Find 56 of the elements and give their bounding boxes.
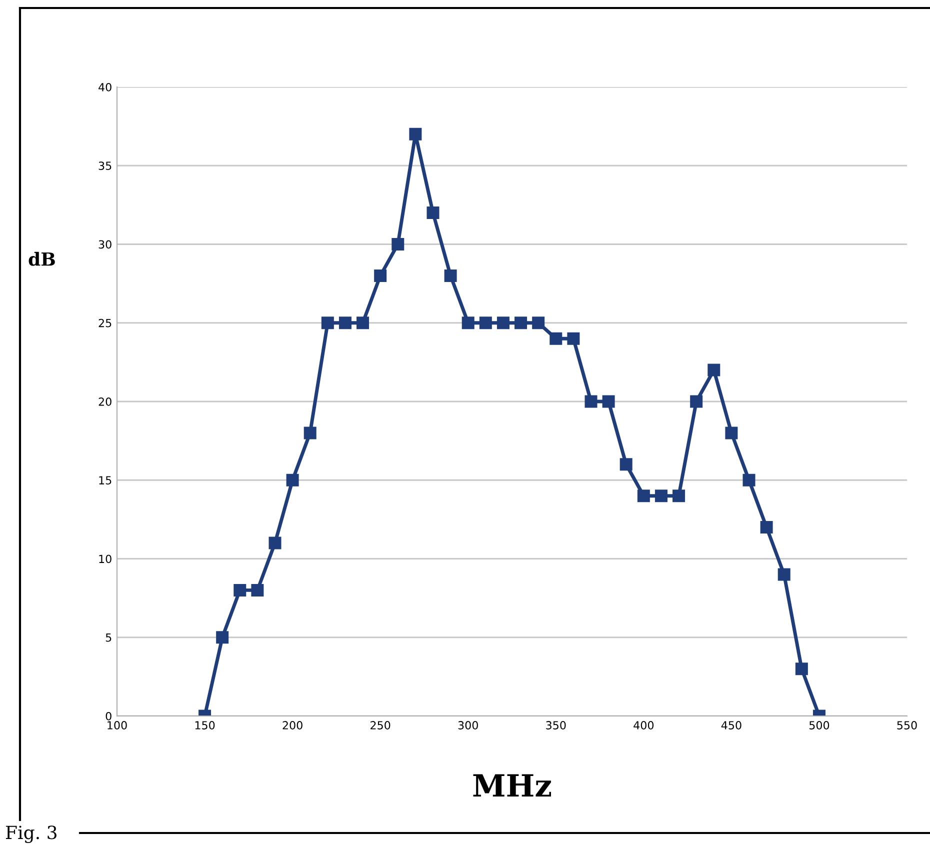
point	[286, 474, 299, 486]
x-tick-label: 450	[721, 721, 742, 730]
point	[321, 316, 334, 330]
point	[479, 316, 492, 330]
point	[251, 584, 264, 596]
caption: Fig. 3	[6, 826, 56, 843]
x-tick-label: 550	[897, 721, 917, 730]
point	[795, 662, 808, 676]
y-axis-title: dB	[28, 252, 55, 266]
y-tick-label: 40	[98, 82, 112, 92]
y-tick-label: 10	[99, 554, 112, 564]
point	[304, 426, 316, 440]
point	[426, 206, 440, 220]
point	[567, 332, 580, 345]
point	[374, 269, 387, 282]
point	[725, 426, 738, 440]
point	[444, 269, 457, 282]
x-axis-title: MHz	[473, 774, 551, 796]
point	[620, 458, 632, 471]
point	[760, 521, 773, 534]
y-tick-label: 0	[106, 712, 112, 720]
point	[742, 474, 756, 486]
x-tick-label: 500	[809, 721, 830, 730]
point	[409, 128, 422, 140]
point	[550, 332, 562, 345]
x-tick-label: 250	[370, 721, 390, 730]
y-tick-label: 20	[98, 397, 112, 406]
point	[690, 395, 703, 408]
point	[778, 568, 790, 581]
x-tick-label: 100	[108, 721, 127, 730]
y-tick-label: 25	[98, 318, 112, 328]
point	[234, 584, 246, 596]
x-tick-label: 350	[546, 721, 566, 730]
x-tick-label: 150	[195, 721, 215, 730]
point	[637, 490, 650, 502]
point	[708, 364, 720, 376]
point	[216, 631, 229, 644]
y-tick-label: 35	[98, 162, 112, 170]
y-tick-label: 5	[106, 633, 112, 642]
point	[672, 490, 686, 502]
point	[268, 536, 282, 550]
point	[584, 395, 598, 408]
point	[602, 395, 615, 408]
point	[356, 316, 370, 330]
x-tick-label: 300	[458, 721, 478, 730]
point	[654, 490, 668, 502]
point	[496, 316, 510, 330]
x-tick-label: 400	[634, 721, 654, 730]
y-tick-label: 30	[98, 240, 112, 249]
point	[392, 238, 404, 250]
point	[532, 316, 545, 330]
point	[462, 316, 474, 330]
y-tick-label: 15	[99, 476, 112, 485]
point	[338, 316, 352, 330]
point	[514, 316, 528, 330]
x-tick-label: 200	[282, 721, 302, 730]
